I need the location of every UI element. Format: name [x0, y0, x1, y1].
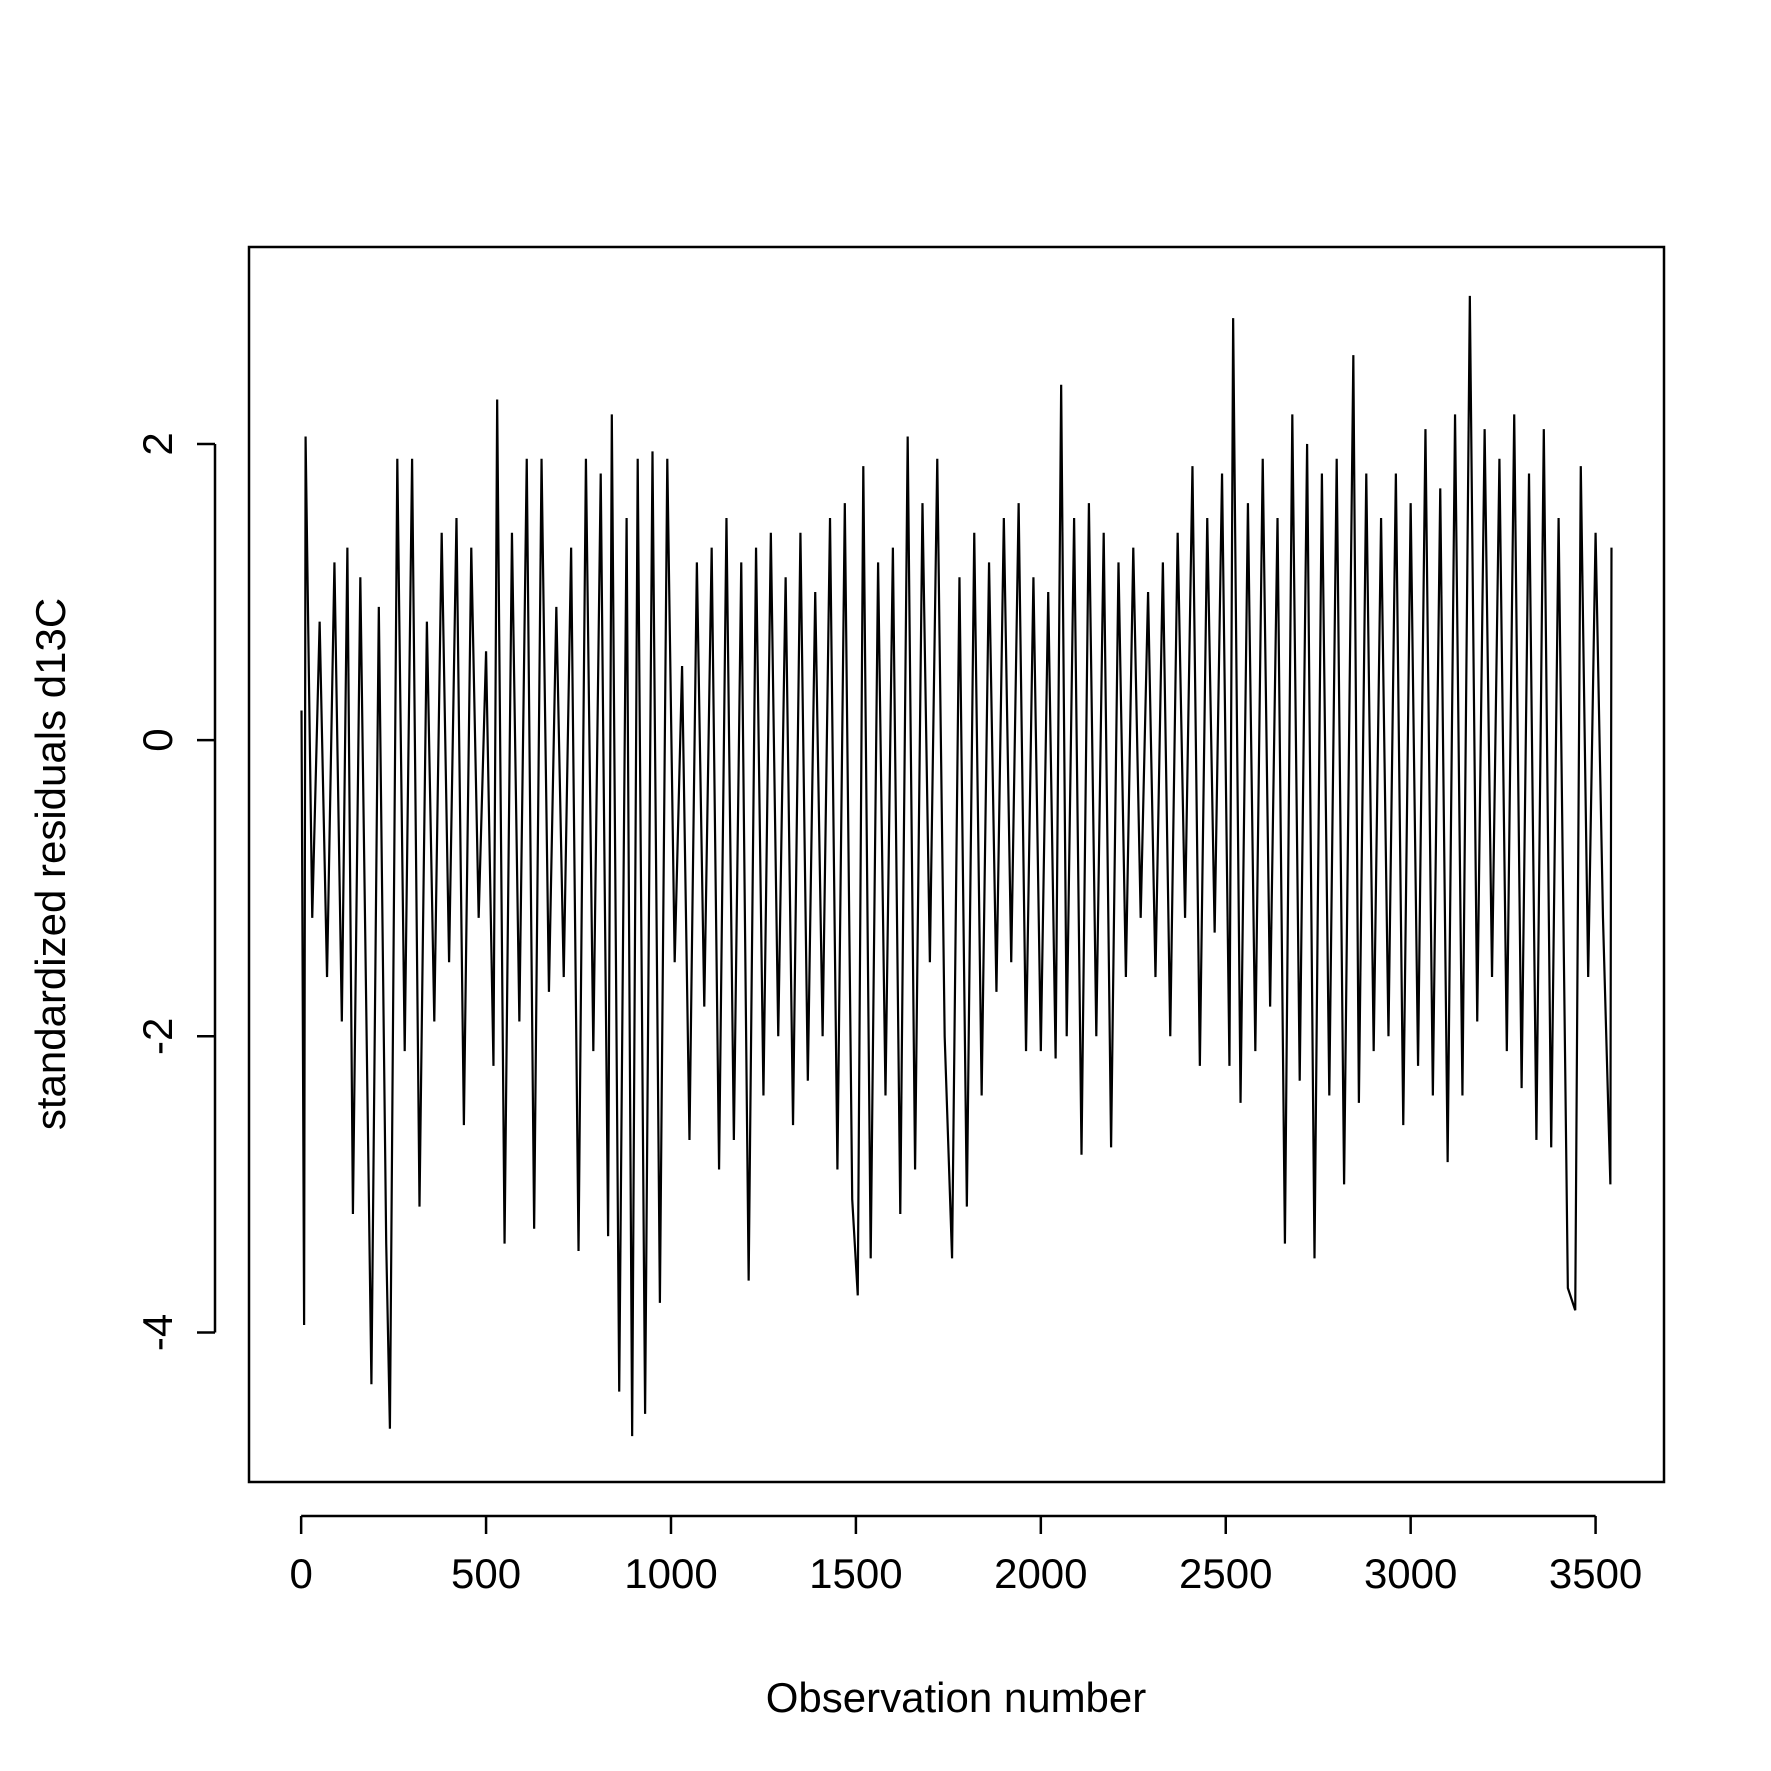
x-tick-label: 1500 — [809, 1550, 902, 1597]
x-tick-label: 1000 — [624, 1550, 717, 1597]
y-tick-label: -4 — [134, 1314, 181, 1351]
y-tick-label: 0 — [134, 728, 181, 751]
x-tick-label: 2000 — [994, 1550, 1087, 1597]
x-tick-label: 0 — [289, 1550, 312, 1597]
plot-frame — [247, 245, 1666, 1484]
x-tick-label: 3000 — [1364, 1550, 1457, 1597]
y-axis-label: standardized residuals d13C — [27, 598, 74, 1130]
y-tick-label: 2 — [134, 432, 181, 455]
x-tick-label: 3500 — [1549, 1550, 1642, 1597]
y-tick-label: -2 — [134, 1018, 181, 1055]
x-axis-label: Observation number — [766, 1674, 1147, 1721]
data-line — [300, 295, 1613, 1437]
x-tick-label: 500 — [451, 1550, 521, 1597]
x-tick-label: 2500 — [1179, 1550, 1272, 1597]
